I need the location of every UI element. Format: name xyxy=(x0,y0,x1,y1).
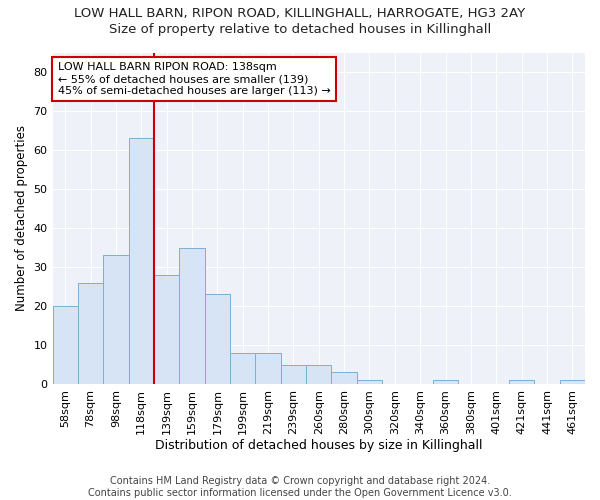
Bar xyxy=(154,275,179,384)
Text: LOW HALL BARN RIPON ROAD: 138sqm
← 55% of detached houses are smaller (139)
45% : LOW HALL BARN RIPON ROAD: 138sqm ← 55% o… xyxy=(58,62,331,96)
Bar xyxy=(53,306,78,384)
Bar xyxy=(179,248,205,384)
Bar xyxy=(509,380,534,384)
Bar xyxy=(306,364,331,384)
Y-axis label: Number of detached properties: Number of detached properties xyxy=(15,126,28,312)
Text: Contains HM Land Registry data © Crown copyright and database right 2024.
Contai: Contains HM Land Registry data © Crown c… xyxy=(88,476,512,498)
Text: Size of property relative to detached houses in Killinghall: Size of property relative to detached ho… xyxy=(109,22,491,36)
Bar xyxy=(331,372,357,384)
Bar xyxy=(230,353,256,384)
Bar xyxy=(128,138,154,384)
Bar xyxy=(560,380,585,384)
Bar xyxy=(205,294,230,384)
Bar xyxy=(78,282,103,384)
Bar xyxy=(281,364,306,384)
Bar xyxy=(103,256,128,384)
Bar xyxy=(433,380,458,384)
X-axis label: Distribution of detached houses by size in Killinghall: Distribution of detached houses by size … xyxy=(155,440,482,452)
Text: LOW HALL BARN, RIPON ROAD, KILLINGHALL, HARROGATE, HG3 2AY: LOW HALL BARN, RIPON ROAD, KILLINGHALL, … xyxy=(74,8,526,20)
Bar xyxy=(357,380,382,384)
Bar xyxy=(256,353,281,384)
